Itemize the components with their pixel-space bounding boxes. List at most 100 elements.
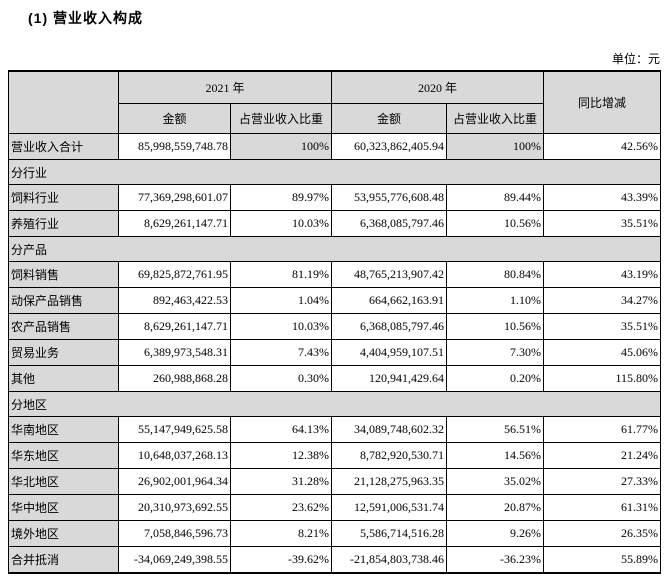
share-2020-cell: 100% bbox=[446, 133, 545, 160]
section-label-cell: 分地区 bbox=[7, 391, 662, 417]
amount-2020-cell: 6,368,085,797.46 bbox=[331, 313, 448, 340]
yoy-change-cell: 26.35% bbox=[543, 520, 662, 547]
amount-2021-cell: 260,988,868.28 bbox=[118, 365, 231, 392]
share-2021-cell: 1.04% bbox=[229, 287, 333, 314]
share-2021-cell: 31.28% bbox=[229, 468, 333, 495]
share-2020-cell: 10.56% bbox=[446, 210, 545, 237]
table-row: 农产品销售 8,629,261,147.71 10.03% 6,368,085,797… bbox=[8, 313, 662, 340]
table-row: 华东地区 10,648,037,268.13 12.38% 8,782,920,530… bbox=[8, 442, 662, 469]
amount-2021-cell: 55,147,949,625.58 bbox=[118, 416, 231, 443]
share-2020-cell: 20.87% bbox=[446, 494, 545, 521]
row-label-cell: 其他 bbox=[8, 365, 119, 392]
row-label-cell: 饲料行业 bbox=[8, 184, 119, 211]
row-label-cell: 华南地区 bbox=[8, 416, 119, 443]
amount-2020-cell: 4,404,959,107.51 bbox=[331, 339, 448, 366]
share-2021-cell: 8.21% bbox=[229, 520, 333, 547]
yoy-change-cell: 27.33% bbox=[543, 468, 662, 495]
amount-2020-cell: 6,368,085,797.46 bbox=[331, 210, 448, 237]
share-2021-cell: 7.43% bbox=[229, 339, 333, 366]
row-label-cell: 华东地区 bbox=[8, 442, 119, 469]
table-row: 贸易业务 6,389,973,548.31 7.43% 4,404,959,107.5… bbox=[8, 339, 662, 366]
revenue-composition-table: 2021 年 2020 年 同比增减 金额 占营业收入比重 金额 占营业收入比重… bbox=[7, 70, 662, 574]
share-2020-cell: 10.56% bbox=[446, 313, 545, 340]
table-row: 华北地区 26,902,001,964.34 31.28% 21,128,275,96… bbox=[8, 468, 662, 495]
share-2021-cell: 100% bbox=[229, 133, 333, 160]
share-2021-cell: -39.62% bbox=[229, 546, 333, 574]
unit-label: 单位：元 bbox=[611, 52, 660, 66]
table-row: 营业收入合计 85,998,559,748.78 100% 60,323,862,40… bbox=[8, 133, 662, 160]
row-label-cell: 华北地区 bbox=[8, 468, 119, 495]
section-row: 分产品 bbox=[7, 236, 662, 262]
amount-2020-cell: 60,323,862,405.94 bbox=[331, 133, 448, 160]
yoy-change-cell: 61.77% bbox=[543, 416, 662, 443]
share-2021-cell: 89.97% bbox=[229, 184, 333, 211]
share-header-2021: 占营业收入比重 bbox=[229, 103, 333, 134]
table-row: 动保产品销售 892,463,422.53 1.04% 664,662,163.91 1… bbox=[8, 287, 662, 314]
year-2021-header: 2021 年 bbox=[117, 70, 333, 104]
yoy-change-cell: 21.24% bbox=[543, 442, 662, 469]
corner-blank-cell bbox=[8, 70, 119, 134]
yoy-change-header: 同比增减 bbox=[543, 70, 662, 134]
amount-2021-cell: 26,902,001,964.34 bbox=[118, 468, 231, 495]
share-2021-cell: 10.03% bbox=[229, 210, 333, 237]
yoy-change-cell: 55.89% bbox=[543, 546, 662, 574]
amount-2020-cell: 34,089,748,602.32 bbox=[331, 416, 448, 443]
amount-2021-cell: 7,058,846,596.73 bbox=[118, 520, 231, 547]
amount-2021-cell: 8,629,261,147.71 bbox=[118, 210, 231, 237]
section-row: 分行业 bbox=[7, 159, 662, 185]
row-label-cell: 华中地区 bbox=[8, 494, 119, 521]
row-label-cell: 境外地区 bbox=[8, 520, 119, 547]
yoy-change-cell: 42.56% bbox=[543, 133, 662, 160]
amount-2020-cell: -21,854,803,738.46 bbox=[331, 546, 448, 574]
share-2020-cell: 7.30% bbox=[446, 339, 545, 366]
amount-2020-cell: 664,662,163.91 bbox=[331, 287, 448, 314]
share-2021-cell: 12.38% bbox=[229, 442, 333, 469]
share-2020-cell: 80.84% bbox=[446, 261, 545, 288]
amount-2021-cell: 8,629,261,147.71 bbox=[118, 313, 231, 340]
row-label-cell: 养殖行业 bbox=[8, 210, 119, 237]
row-label-cell: 动保产品销售 bbox=[8, 287, 119, 314]
row-label-cell: 农产品销售 bbox=[8, 313, 119, 340]
year-2020-header: 2020 年 bbox=[331, 70, 545, 104]
amount-2020-cell: 8,782,920,530.71 bbox=[331, 442, 448, 469]
row-label-cell: 贸易业务 bbox=[8, 339, 119, 366]
share-2021-cell: 0.30% bbox=[229, 365, 333, 392]
yoy-change-cell: 35.51% bbox=[543, 210, 662, 237]
amount-2021-cell: 10,648,037,268.13 bbox=[118, 442, 231, 469]
yoy-change-cell: 35.51% bbox=[543, 313, 662, 340]
yoy-change-cell: 43.39% bbox=[543, 184, 662, 211]
table-row: 华中地区 20,310,973,692.55 23.62% 12,591,006,53… bbox=[8, 494, 662, 521]
amount-2021-cell: 892,463,422.53 bbox=[118, 287, 231, 314]
amount-2021-cell: 85,998,559,748.78 bbox=[118, 133, 231, 160]
share-2020-cell: 0.20% bbox=[446, 365, 545, 392]
amount-2021-cell: 6,389,973,548.31 bbox=[118, 339, 231, 366]
row-label-cell: 营业收入合计 bbox=[8, 133, 119, 160]
yoy-change-cell: 34.27% bbox=[543, 287, 662, 314]
amount-2020-cell: 53,955,776,608.48 bbox=[331, 184, 448, 211]
share-2021-cell: 64.13% bbox=[229, 416, 333, 443]
table-row: 饲料行业 77,369,298,601.07 89.97% 53,955,776,60… bbox=[8, 184, 662, 211]
amount-2021-cell: 20,310,973,692.55 bbox=[118, 494, 231, 521]
section-label-cell: 分产品 bbox=[7, 236, 662, 262]
share-2021-cell: 81.19% bbox=[229, 261, 333, 288]
share-2020-cell: 35.02% bbox=[446, 468, 545, 495]
share-header-2020: 占营业收入比重 bbox=[446, 103, 545, 134]
row-label-cell: 饲料销售 bbox=[8, 261, 119, 288]
share-2020-cell: 56.51% bbox=[446, 416, 545, 443]
section-row: 分地区 bbox=[7, 391, 662, 417]
amount-2020-cell: 48,765,213,907.42 bbox=[331, 261, 448, 288]
yoy-change-cell: 43.19% bbox=[543, 261, 662, 288]
table-row: 境外地区 7,058,846,596.73 8.21% 5,586,714,516.2… bbox=[8, 520, 662, 547]
yoy-change-cell: 61.31% bbox=[543, 494, 662, 521]
page-title: (1) 营业收入构成 bbox=[28, 10, 143, 26]
row-label-cell: 合并抵消 bbox=[8, 546, 119, 574]
amount-header-2020: 金额 bbox=[331, 103, 448, 134]
share-2020-cell: 9.26% bbox=[446, 520, 545, 547]
table-row: 饲料销售 69,825,872,761.95 81.19% 48,765,213,90… bbox=[8, 261, 662, 288]
share-2020-cell: 14.56% bbox=[446, 442, 545, 469]
yoy-change-cell: 115.80% bbox=[543, 365, 662, 392]
share-2020-cell: -36.23% bbox=[446, 546, 545, 574]
amount-2021-cell: 69,825,872,761.95 bbox=[118, 261, 231, 288]
share-2020-cell: 1.10% bbox=[446, 287, 545, 314]
